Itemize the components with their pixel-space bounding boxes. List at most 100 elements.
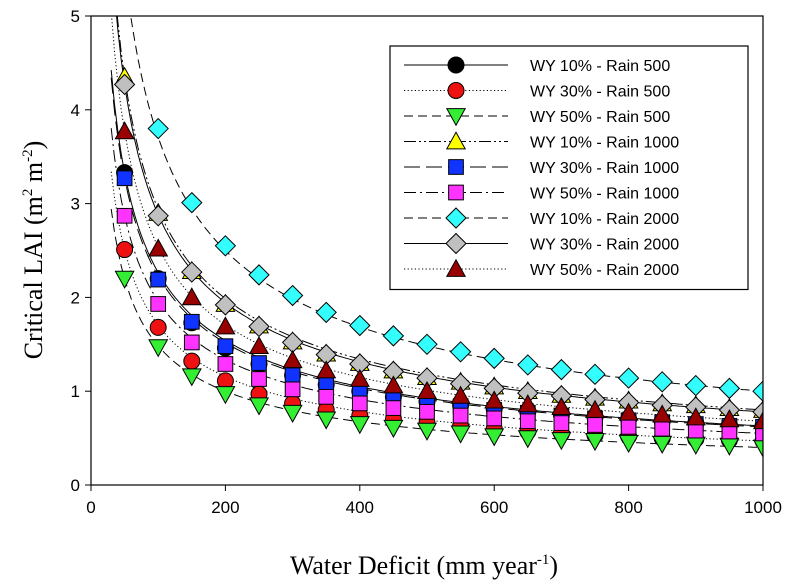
data-point <box>618 434 639 454</box>
data-point <box>416 422 438 441</box>
data-point <box>617 367 640 389</box>
data-point <box>248 335 270 355</box>
legend-marker <box>448 159 464 175</box>
data-point <box>148 238 169 257</box>
data-point <box>116 207 133 224</box>
data-point <box>183 334 200 351</box>
data-point <box>584 433 606 452</box>
data-point <box>248 264 270 286</box>
data-point <box>416 380 438 400</box>
series-line <box>110 208 763 448</box>
legend-marker <box>447 82 465 99</box>
data-point <box>385 400 402 416</box>
data-point <box>618 402 639 421</box>
data-point <box>484 390 505 409</box>
data-point <box>282 404 303 424</box>
data-point <box>685 407 706 426</box>
x-axis-title-end: ) <box>549 551 558 580</box>
data-point <box>150 296 167 312</box>
legend-marker <box>445 108 467 127</box>
x-tick-label: 400 <box>346 498 374 517</box>
data-point <box>755 425 763 442</box>
series-line <box>116 16 763 411</box>
legend-marker <box>445 207 467 229</box>
data-point <box>419 403 435 420</box>
data-point <box>149 318 167 336</box>
legend-label: WY 50% - Rain 500 <box>530 109 670 126</box>
data-point <box>382 325 405 347</box>
data-point <box>316 411 337 430</box>
data-point <box>551 432 572 451</box>
legend-label: WY 30% - Rain 500 <box>530 84 670 101</box>
y-tick-label: 1 <box>71 382 80 401</box>
legend-marker <box>448 184 464 201</box>
data-point <box>284 381 301 398</box>
data-point <box>284 367 301 384</box>
data-point <box>620 418 637 435</box>
series-line <box>110 171 763 442</box>
y-axis-title-mid: m <box>19 162 48 189</box>
x-tick-label: 800 <box>614 498 642 517</box>
data-point <box>651 371 673 393</box>
legend-label: WY 30% - Rain 1000 <box>530 160 679 177</box>
y-tick-label: 5 <box>71 7 80 26</box>
y-axis-title: Critical LAI (m2 m-2) <box>19 141 48 360</box>
data-point <box>183 352 201 370</box>
data-point <box>550 358 573 381</box>
data-point <box>450 385 471 404</box>
legend-marker <box>445 232 467 255</box>
data-point <box>452 407 469 424</box>
data-point <box>248 397 270 416</box>
legend-label: WY 10% - Rain 500 <box>530 58 670 75</box>
data-point <box>150 271 167 288</box>
data-point <box>181 261 203 283</box>
data-point <box>116 170 133 187</box>
data-point <box>517 394 538 413</box>
plot-frame <box>90 15 764 486</box>
data-point <box>148 339 169 358</box>
data-point <box>449 341 472 363</box>
data-point <box>251 371 267 387</box>
y-axis-title-sup2: -2 <box>20 149 36 162</box>
y-tick-label: 3 <box>71 195 80 214</box>
data-point <box>685 436 706 455</box>
data-point <box>215 316 236 335</box>
y-tick-label: 0 <box>71 476 80 495</box>
data-point <box>383 375 404 394</box>
data-point <box>687 422 704 439</box>
data-point <box>719 409 740 428</box>
data-point <box>652 435 673 454</box>
data-point <box>553 415 570 431</box>
x-tick-label: 1000 <box>744 498 782 517</box>
legend-label: WY 10% - Rain 2000 <box>530 211 679 228</box>
data-point <box>519 413 536 430</box>
data-point <box>486 410 503 427</box>
legend: WY 10% - Rain 500 WY 30% - Rain 500 WY 50%… <box>389 45 749 291</box>
y-axis-title-sup1: 2 <box>20 189 36 197</box>
data-point <box>248 315 270 338</box>
data-point <box>349 314 371 337</box>
data-point <box>214 294 237 316</box>
x-tick-label: 0 <box>86 498 95 517</box>
data-point <box>215 386 236 405</box>
data-point <box>450 425 471 444</box>
data-point <box>752 439 763 458</box>
data-point <box>113 73 136 96</box>
data-point <box>483 347 505 370</box>
data-point <box>251 355 267 371</box>
data-point <box>214 235 237 257</box>
legend-label: WY 10% - Rain 1000 <box>530 135 679 152</box>
data-point <box>685 374 707 397</box>
data-point <box>282 350 303 369</box>
legend-label: WY 50% - Rain 1000 <box>530 186 679 203</box>
data-point <box>654 420 671 437</box>
y-tick-label: 2 <box>71 288 80 307</box>
x-tick-label: 200 <box>211 498 239 517</box>
data-point <box>183 313 200 330</box>
data-point <box>181 287 202 306</box>
legend-label: WY 30% - Rain 2000 <box>530 237 679 254</box>
data-point <box>484 428 505 447</box>
y-axis-title-main: Critical LAI (m <box>19 196 48 359</box>
